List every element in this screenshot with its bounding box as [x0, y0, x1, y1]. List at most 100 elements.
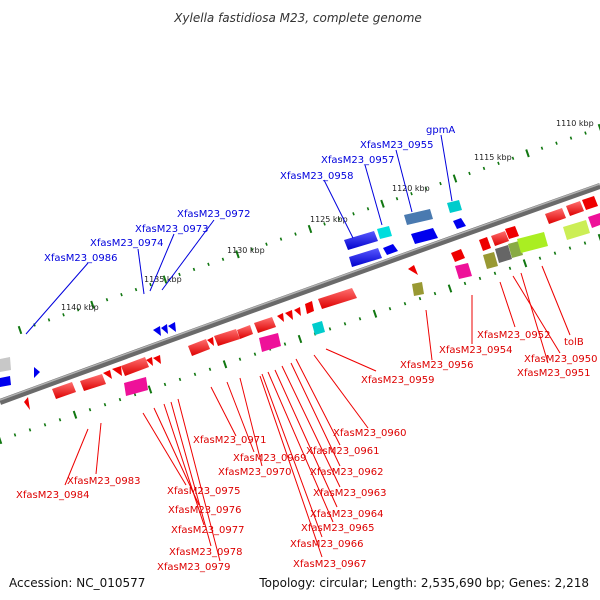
gene-label-XfasM23_0965[interactable]: XfasM23_0965: [301, 523, 375, 534]
forward-gene[interactable]: [411, 228, 438, 244]
forward-gene[interactable]: [161, 324, 168, 334]
reverse-gene[interactable]: [483, 252, 498, 269]
gene-label-XfasM23_0955[interactable]: XfasM23_0955: [360, 140, 434, 151]
reverse-gene[interactable]: [455, 263, 472, 279]
gene-label-XfasM23_0977[interactable]: XfasM23_0977: [171, 525, 245, 536]
reverse-gene[interactable]: [305, 301, 314, 314]
reverse-gene[interactable]: [52, 382, 76, 399]
reverse-gene[interactable]: [285, 310, 293, 320]
scale-label-1140: 1140 kbp: [61, 303, 99, 312]
reverse-gene[interactable]: [412, 282, 424, 296]
gene-label-XfasM23_0966[interactable]: XfasM23_0966: [290, 539, 364, 550]
forward-gene[interactable]: [344, 231, 378, 250]
reverse-gene[interactable]: [312, 321, 325, 335]
reverse-gene[interactable]: [237, 325, 253, 339]
scale-tick: [147, 385, 153, 394]
gene-label-XfasM23_0967[interactable]: XfasM23_0967: [293, 559, 367, 570]
reverse-gene[interactable]: [479, 237, 491, 251]
scale-tick: [0, 436, 3, 445]
reverse-gene[interactable]: [495, 245, 512, 263]
gene-label-XfasM23_0961[interactable]: XfasM23_0961: [306, 446, 380, 457]
gene-label-XfasM23_0978[interactable]: XfasM23_0978: [169, 547, 243, 558]
reverse-gene[interactable]: [112, 366, 122, 376]
gene-label-XfasM23_0956[interactable]: XfasM23_0956: [400, 360, 474, 371]
gene-label-XfasM23_0979[interactable]: XfasM23_0979: [157, 562, 231, 573]
reverse-gene[interactable]: [505, 226, 519, 239]
gene-label-XfasM23_0960[interactable]: XfasM23_0960: [333, 428, 407, 439]
gene-label-XfasM23_0976[interactable]: XfasM23_0976: [168, 505, 242, 516]
gene-label-XfasM23_0964[interactable]: XfasM23_0964: [310, 509, 384, 520]
gene-label-XfasM23_0971[interactable]: XfasM23_0971: [193, 435, 267, 446]
reverse-gene[interactable]: [408, 265, 418, 275]
forward-gene[interactable]: [453, 218, 466, 229]
scale-tick: [250, 247, 254, 251]
scale-label-1125: 1125 kbp: [310, 215, 348, 224]
reverse-gene[interactable]: [582, 196, 598, 210]
scale-label-1130: 1130 kbp: [227, 246, 265, 255]
gene-label-XfasM23_0983[interactable]: XfasM23_0983: [67, 476, 141, 487]
gene-label-XfasM23_0972[interactable]: XfasM23_0972: [177, 209, 251, 220]
reverse-gene[interactable]: [146, 357, 153, 366]
forward-gene[interactable]: [168, 322, 176, 332]
gene-label-XfasM23_0951[interactable]: XfasM23_0951: [517, 368, 591, 379]
gene-label-XfasM23_0954[interactable]: XfasM23_0954: [439, 345, 513, 356]
gene-label-XfasM23_0950[interactable]: XfasM23_0950: [524, 354, 598, 365]
reverse-gene[interactable]: [153, 355, 161, 364]
inner-scale-ticks: [0, 233, 600, 445]
gene-label-XfasM23_0973[interactable]: XfasM23_0973: [135, 224, 209, 235]
gene-label-XfasM23_0969[interactable]: XfasM23_0969: [233, 453, 307, 464]
reverse-gene[interactable]: [566, 201, 584, 216]
reverse-gene[interactable]: [451, 249, 465, 262]
gene-label-gpmA[interactable]: gpmA: [426, 125, 455, 136]
gene-label-tolB[interactable]: tolB: [564, 337, 584, 348]
forward-gene[interactable]: [0, 357, 11, 372]
reverse-gene[interactable]: [277, 313, 284, 322]
gene-label-XfasM23_0975[interactable]: XfasM23_0975: [167, 486, 241, 497]
reverse-gene[interactable]: [588, 213, 600, 228]
reverse-gene[interactable]: [318, 288, 357, 309]
forward-gene[interactable]: [349, 248, 382, 267]
scale-tick: [555, 141, 558, 145]
gene-label-XfasM23_0952[interactable]: XfasM23_0952: [477, 330, 551, 341]
reverse-gene[interactable]: [563, 220, 590, 240]
forward-gene[interactable]: [383, 244, 398, 255]
forward-features: [0, 200, 466, 387]
reverse-gene[interactable]: [491, 231, 509, 246]
reverse-gene[interactable]: [294, 307, 301, 316]
gene-label-XfasM23_0970[interactable]: XfasM23_0970: [218, 467, 292, 478]
scale-tick: [163, 382, 167, 387]
reverse-gene[interactable]: [517, 232, 548, 253]
scale-tick: [323, 222, 326, 226]
reverse-gene[interactable]: [124, 377, 148, 396]
forward-gene[interactable]: [404, 209, 433, 225]
gene-label-XfasM23_0984[interactable]: XfasM23_0984: [16, 490, 90, 501]
gene-label-XfasM23_0962[interactable]: XfasM23_0962: [310, 467, 384, 478]
gene-label-XfasM23_0957[interactable]: XfasM23_0957: [321, 155, 395, 166]
forward-gene[interactable]: [0, 376, 11, 387]
reverse-gene[interactable]: [214, 329, 240, 346]
scale-tick: [13, 433, 17, 437]
reverse-gene[interactable]: [188, 339, 210, 356]
reverse-gene[interactable]: [121, 357, 149, 376]
scale-tick: [294, 232, 297, 236]
gene-label-XfasM23_0963[interactable]: XfasM23_0963: [313, 488, 387, 499]
forward-gene[interactable]: [34, 367, 40, 378]
gene-label-XfasM23_0958[interactable]: XfasM23_0958: [280, 171, 354, 182]
forward-gene[interactable]: [153, 326, 161, 336]
forward-gene[interactable]: [447, 200, 462, 213]
reverse-gene[interactable]: [103, 370, 112, 379]
reverse-gene[interactable]: [80, 374, 106, 391]
scale-tick: [372, 309, 378, 318]
forward-gene[interactable]: [377, 226, 392, 239]
reverse-gene[interactable]: [545, 208, 566, 224]
reverse-gene[interactable]: [24, 397, 30, 410]
scale-tick: [497, 161, 500, 166]
gene-label-XfasM23_0974[interactable]: XfasM23_0974: [90, 238, 164, 249]
scale-tick: [47, 318, 51, 322]
scale-tick: [424, 186, 428, 191]
reverse-gene[interactable]: [207, 337, 214, 346]
reverse-gene[interactable]: [254, 317, 276, 333]
reverse-gene[interactable]: [259, 333, 281, 352]
gene-label-XfasM23_0986[interactable]: XfasM23_0986: [44, 253, 118, 264]
gene-label-XfasM23_0959[interactable]: XfasM23_0959: [361, 375, 435, 386]
